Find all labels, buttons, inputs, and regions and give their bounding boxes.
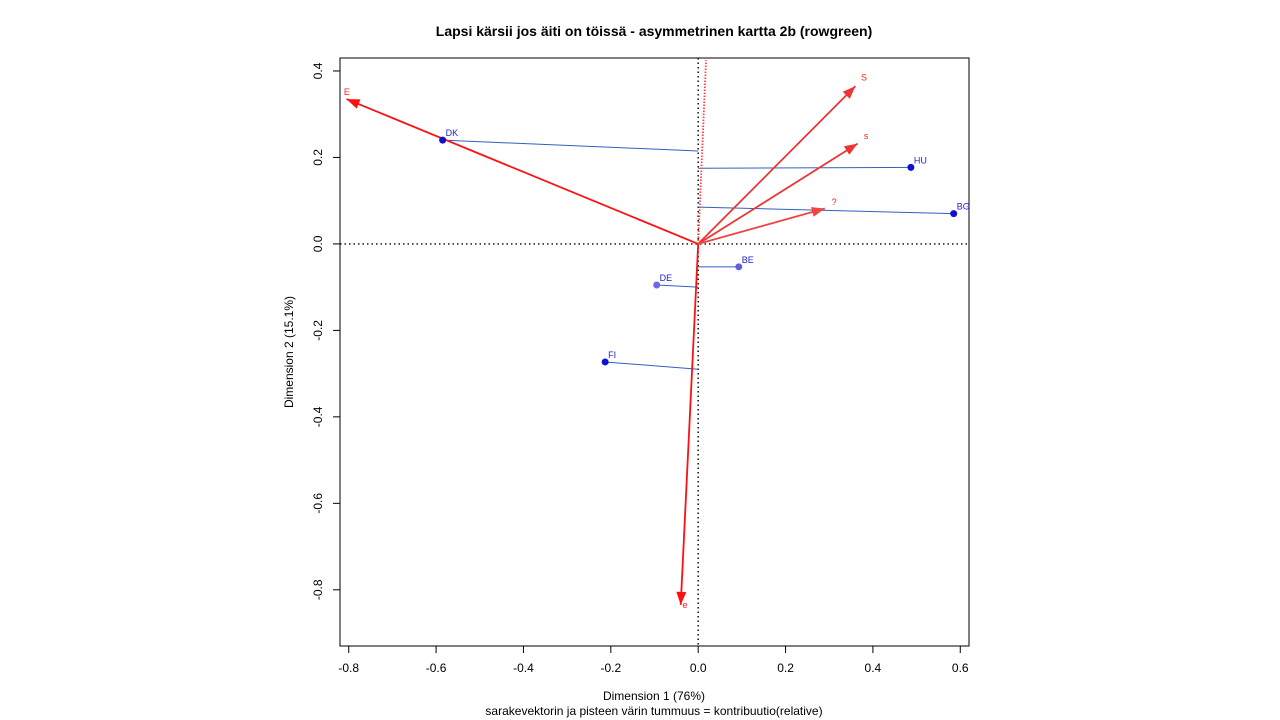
x-tick-label: 0.4 (865, 661, 882, 675)
x-tick-label: 0.0 (690, 661, 707, 675)
vector-arrowhead (843, 143, 858, 155)
vector-arrowhead (346, 99, 361, 109)
vector-label: ? (832, 197, 837, 207)
chart-title: Lapsi kärsii jos äiti on töissä - asymme… (436, 23, 872, 39)
vector-line (697, 85, 857, 245)
x-axis-label: Dimension 1 (76%) (603, 689, 705, 703)
row-point (907, 163, 915, 171)
projection-lines (442, 139, 954, 370)
vector-arrowhead (810, 207, 825, 217)
reference-lines (340, 58, 969, 646)
y-tick-label: -0.2 (311, 320, 325, 341)
projection-line (605, 361, 699, 370)
y-tick-label: 0.2 (311, 149, 325, 166)
vector-label: E (344, 87, 350, 97)
x-tick-label: -0.8 (338, 661, 359, 675)
x-tick-label: -0.6 (426, 661, 447, 675)
y-axis-label: Dimension 2 (15.1%) (282, 296, 296, 408)
vector-label: s (864, 131, 869, 141)
x-tick-label: 0.2 (777, 661, 794, 675)
y-tick-label: -0.4 (311, 406, 325, 427)
y-tick-label: -0.6 (311, 493, 325, 514)
plot-frame (339, 57, 970, 647)
row-point (950, 210, 958, 218)
row-point-label: DE (660, 273, 673, 283)
vector-line (697, 207, 826, 245)
vector-line (346, 98, 699, 245)
x-tick-label: 0.6 (952, 661, 969, 675)
projection-line (656, 284, 699, 288)
x-tick-label: -0.4 (513, 661, 534, 675)
y-tick-label: -0.8 (311, 579, 325, 600)
row-point-label: FI (608, 350, 616, 360)
column-vectors: E Ss? e (344, 60, 869, 610)
vector-arrowhead (842, 86, 856, 99)
projection-line (698, 206, 954, 215)
row-point (653, 281, 661, 289)
row-point-label: HU (914, 155, 927, 165)
row-point (735, 263, 743, 271)
row-point (439, 136, 447, 144)
vector-line (679, 243, 700, 605)
vector-label: S (861, 73, 867, 83)
row-point-label: BG (957, 202, 970, 212)
row-point (601, 358, 609, 366)
row-point-label: BE (742, 255, 754, 265)
projection-line (442, 139, 699, 152)
vector-label: e (682, 600, 687, 610)
row-points: DK HU BG BE DE FI (439, 128, 970, 366)
x-tick-label: -0.2 (600, 661, 621, 675)
axis-ticks: -0.8 -0.6 -0.4 -0.2 0.0 0.2 0.4 0.6 -0.8 -0.6 -0.4… (311, 62, 969, 675)
vector-arrowhead (676, 591, 687, 605)
y-tick-label: 0.4 (311, 62, 325, 79)
y-tick-label: 0.0 (311, 235, 325, 252)
vector-line (697, 142, 859, 245)
projection-line (698, 166, 911, 169)
vector-line (697, 60, 707, 244)
row-point-label: DK (446, 128, 459, 138)
x-axis-sublabel: sarakevektorin ja pisteen värin tummuus … (485, 704, 822, 718)
